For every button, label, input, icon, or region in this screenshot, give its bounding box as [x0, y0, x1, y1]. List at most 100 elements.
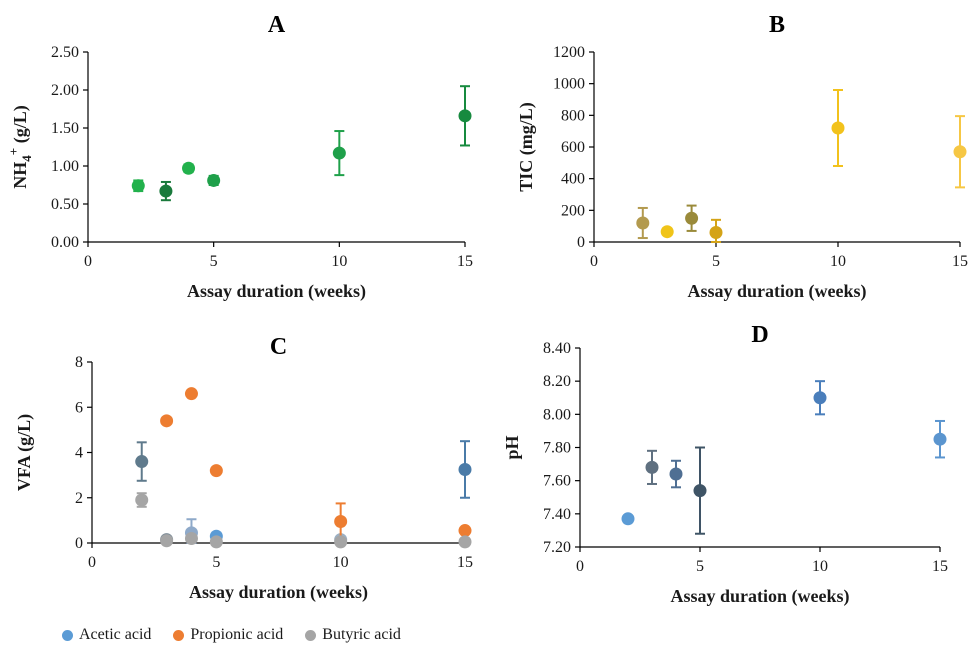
panel-title: D [751, 322, 768, 348]
y-axis-title-sub: 4 [19, 155, 34, 162]
y-tick-label: 8.20 [543, 373, 571, 390]
y-tick-label: 600 [561, 139, 585, 156]
y-tick-label: 1.50 [51, 120, 79, 137]
data-point [160, 534, 174, 548]
data-point [458, 462, 472, 476]
data-point [209, 535, 223, 549]
legend-item-acetic-acid: Acetic acid [62, 626, 151, 644]
y-tick-label: 0 [577, 234, 585, 251]
data-point [131, 179, 145, 193]
x-tick-label: 15 [952, 253, 968, 270]
data-point [135, 455, 149, 469]
series-acetic-acid [135, 440, 472, 547]
y-axis-title-rest: (g/L) [10, 105, 31, 148]
data-point [458, 524, 472, 538]
y-tick-label: 400 [561, 171, 585, 188]
x-tick-label: 15 [457, 253, 473, 270]
data-point [334, 535, 348, 549]
y-tick-label: 8.00 [543, 406, 571, 423]
data-point [184, 387, 198, 401]
x-tick-label: 0 [84, 253, 92, 270]
y-tick-label: 8 [75, 354, 83, 371]
series-main [621, 380, 947, 535]
data-point [636, 216, 650, 230]
x-tick-label: 0 [88, 554, 96, 571]
data-point [458, 109, 472, 123]
data-point [621, 512, 635, 526]
x-tick-label: 15 [457, 554, 473, 571]
panel-title: A [268, 12, 286, 38]
series-main [636, 89, 967, 243]
data-point [953, 145, 967, 159]
y-tick-label: 200 [561, 202, 585, 219]
x-tick-label: 10 [331, 253, 347, 270]
legend-swatch-butyric-acid [305, 629, 317, 641]
y-axis-title: pH [502, 435, 522, 459]
data-point [685, 211, 699, 225]
series-propionic-acid [160, 387, 472, 541]
y-tick-label: 6 [75, 399, 83, 416]
y-tick-label: 7.20 [543, 539, 571, 556]
y-tick-label: 2 [75, 490, 83, 507]
legend-swatch-propionic-acid [173, 629, 185, 641]
x-axis-title: Assay duration (weeks) [187, 281, 366, 302]
x-tick-label: 10 [830, 253, 846, 270]
x-tick-label: 5 [210, 253, 218, 270]
legend-label-butyric-acid: Butyric acid [322, 626, 401, 643]
x-tick-label: 15 [932, 558, 948, 575]
data-point [933, 432, 947, 446]
panel-title: B [769, 12, 785, 38]
data-point [182, 161, 196, 175]
series-butyric-acid [135, 492, 472, 549]
legend-swatch-acetic-acid [62, 629, 73, 641]
y-tick-label: 0.50 [51, 196, 79, 213]
x-tick-label: 10 [333, 554, 349, 571]
data-point [334, 515, 348, 529]
chart-panel-d: 7.20 7.40 7.60 7.80 8.00 8.20 8.40 0 5 10 15 D Assay… [502, 322, 948, 607]
y-axis-title-main: NH [10, 162, 30, 189]
y-tick-label: 7.40 [543, 506, 571, 523]
y-axis-title: NH4+ (g/L) [6, 105, 34, 188]
chart-panel-a: 0.00 0.50 1.00 1.50 2.00 2.50 0 5 10 15 A Assay dur… [6, 12, 473, 302]
data-point [693, 484, 707, 498]
data-point [332, 146, 346, 160]
x-axis-title: Assay duration (weeks) [189, 582, 368, 603]
series-main [131, 85, 472, 202]
x-axis-title: Assay duration (weeks) [687, 281, 866, 302]
legend-label-propionic-acid: Propionic acid [190, 626, 284, 643]
y-tick-label: 7.80 [543, 440, 571, 457]
data-point [813, 391, 827, 405]
legend: Acetic acid Propionic acid Butyric acid [62, 626, 401, 644]
y-tick-label: 1.00 [51, 158, 79, 175]
x-tick-label: 5 [212, 554, 220, 571]
y-tick-label: 800 [561, 107, 585, 124]
y-tick-label: 1000 [553, 76, 585, 93]
legend-label-acetic-acid: Acetic acid [79, 626, 152, 643]
x-tick-label: 0 [576, 558, 584, 575]
data-point [209, 464, 223, 478]
data-point [184, 531, 198, 545]
data-point [458, 535, 472, 549]
y-tick-label: 2.50 [51, 44, 79, 61]
y-tick-label: 8.40 [543, 340, 571, 357]
data-point [135, 493, 149, 507]
y-tick-label: 0.00 [51, 234, 79, 251]
data-point [159, 184, 173, 198]
x-axis-title: Assay duration (weeks) [670, 586, 849, 607]
y-axis-title: VFA (g/L) [14, 414, 35, 491]
legend-item-butyric-acid: Butyric acid [305, 626, 401, 644]
y-tick-label: 2.00 [51, 82, 79, 99]
chart-panel-c: 0 2 4 6 8 0 5 10 15 C Assay duration (weeks) VFA (g… [14, 334, 473, 603]
x-tick-label: 0 [590, 253, 598, 270]
data-point [709, 226, 723, 239]
y-axis-title-sup: + [6, 148, 21, 155]
data-point [645, 460, 659, 474]
y-tick-label: 7.60 [543, 473, 571, 490]
data-point [207, 173, 221, 187]
data-point [660, 225, 674, 239]
data-point [160, 414, 174, 428]
y-tick-label: 4 [75, 445, 83, 462]
data-point [669, 467, 683, 481]
data-point [831, 121, 845, 135]
